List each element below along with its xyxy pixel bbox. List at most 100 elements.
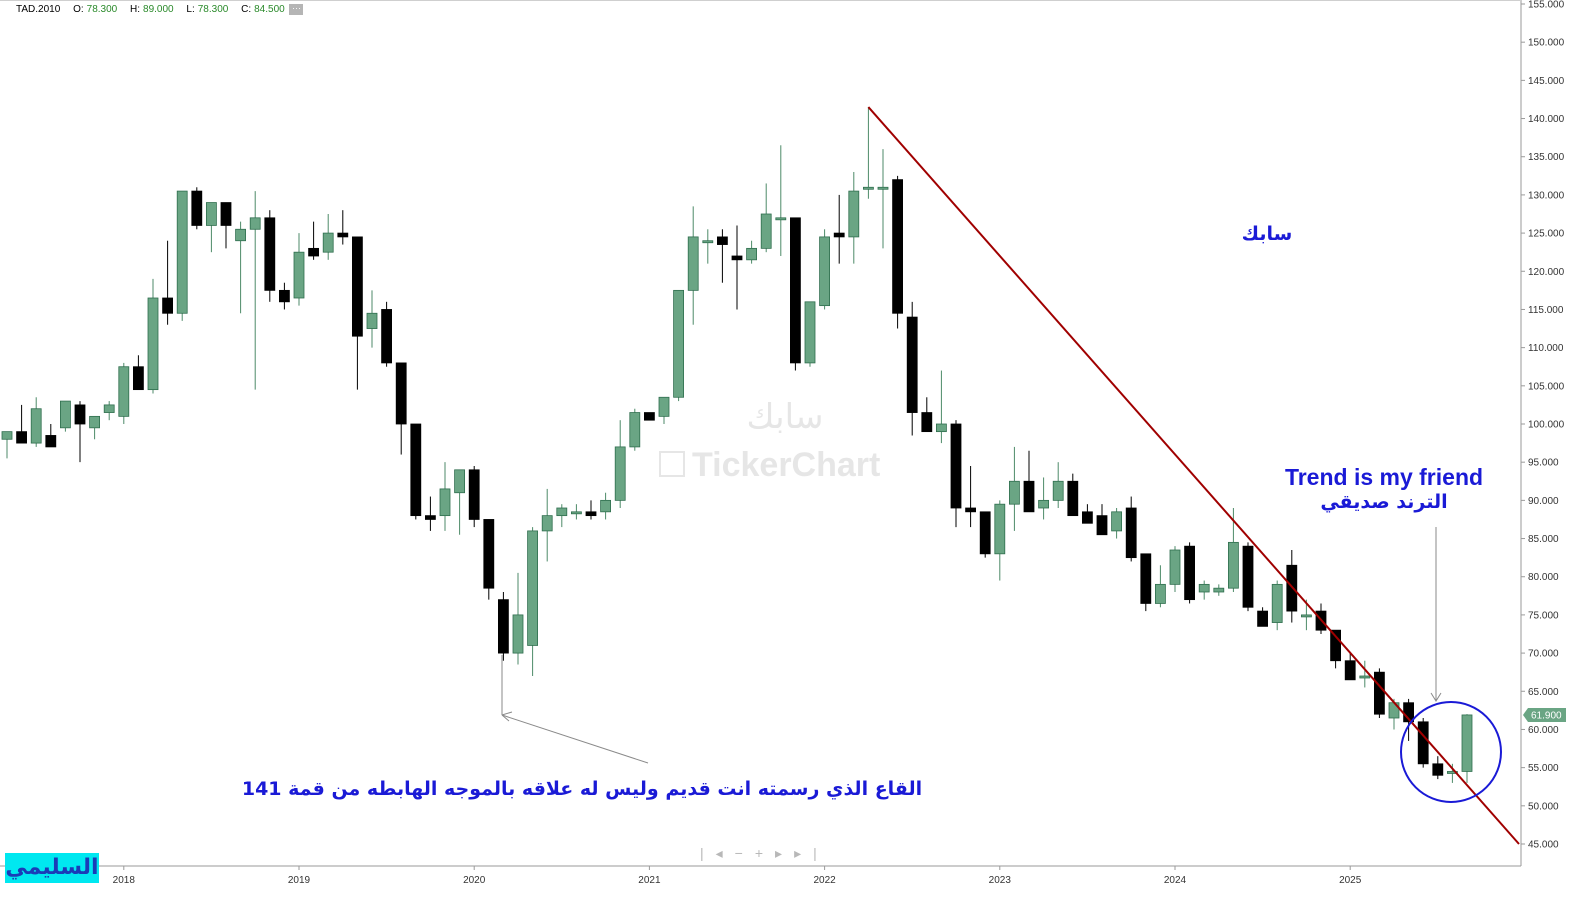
candle-body <box>775 217 787 221</box>
candle-body <box>600 499 611 513</box>
y-tick-label: 110.000 <box>1528 343 1564 354</box>
candle-body <box>644 412 655 421</box>
open-label: O: <box>73 4 84 16</box>
candle-body <box>1432 763 1444 776</box>
candle-body <box>1359 675 1371 679</box>
candle <box>89 415 100 440</box>
candle <box>1242 542 1254 612</box>
candle <box>600 492 611 520</box>
candle <box>1374 668 1385 718</box>
candle <box>760 183 772 253</box>
candle <box>1461 714 1473 783</box>
candle <box>1344 653 1356 681</box>
candle-body <box>60 400 71 429</box>
candle <box>614 420 626 508</box>
candle-body <box>308 247 320 257</box>
candle-body <box>848 190 860 238</box>
candle <box>702 229 714 264</box>
more-button[interactable]: ··· <box>289 4 304 15</box>
candle <box>1038 477 1049 520</box>
open-value: 78.300 <box>86 4 118 16</box>
candle-body <box>293 251 305 299</box>
candle <box>60 400 71 432</box>
candle <box>556 504 568 528</box>
candle-body <box>1344 660 1356 681</box>
candle-body <box>979 511 991 555</box>
last-price-tag: 61.900 <box>1523 707 1566 722</box>
candle-body <box>921 412 933 433</box>
candle <box>1023 450 1035 513</box>
y-tick-label: 80.000 <box>1528 572 1559 583</box>
candle-body <box>1330 629 1341 662</box>
candle <box>322 214 334 260</box>
y-tick-label: 45.000 <box>1528 840 1559 851</box>
candle <box>366 290 378 348</box>
candle-body <box>746 247 757 261</box>
candle <box>746 240 757 264</box>
candle-body <box>395 362 407 425</box>
candle-body <box>1 431 13 440</box>
y-tick-label: 120.000 <box>1528 267 1565 278</box>
annotation-sabic: سابك <box>1242 223 1293 245</box>
candle-body <box>702 240 714 244</box>
candle-body <box>1461 714 1473 772</box>
candle-body <box>235 228 247 242</box>
candle <box>731 225 743 310</box>
candle-body <box>1374 671 1385 715</box>
close-label: C: <box>241 4 252 16</box>
candle <box>220 202 232 249</box>
candle <box>1140 553 1152 612</box>
candle-body <box>863 186 874 190</box>
candle-body <box>439 488 451 517</box>
candle <box>819 229 830 310</box>
price-axis: 45.000 50.000 55.000 60.000 65.000 70.000 75.0… <box>1521 0 1565 851</box>
candle-body <box>1447 771 1458 774</box>
candle-body <box>1184 545 1195 601</box>
y-tick-label: 105.000 <box>1528 381 1565 392</box>
candle-body <box>74 404 86 425</box>
candle <box>1301 599 1312 631</box>
candle <box>1067 473 1079 517</box>
x-tick-label: 2019 <box>288 875 311 886</box>
candle-body <box>30 408 42 444</box>
candle-body <box>1417 721 1429 765</box>
nav-start-icon[interactable]: | <box>700 845 716 861</box>
candle <box>45 424 57 448</box>
candle-body <box>1067 480 1079 517</box>
candle <box>205 202 217 253</box>
candle-body <box>424 515 436 520</box>
candle-body <box>658 396 670 417</box>
candle <box>235 221 247 314</box>
candle <box>1257 607 1268 627</box>
watermark-logo-icon <box>659 451 685 477</box>
candle <box>264 210 276 302</box>
candle-body <box>162 297 174 314</box>
highlight-circle <box>1400 701 1502 803</box>
candle <box>1169 546 1181 592</box>
candle-body <box>1111 511 1122 532</box>
watermark-arabic: سابك <box>747 397 824 437</box>
zoom-out-icon[interactable]: − <box>734 845 755 861</box>
candle <box>439 462 451 531</box>
candle-body <box>1038 499 1049 509</box>
candle-body <box>1213 587 1225 593</box>
candle-body <box>264 217 276 291</box>
candle-body <box>965 507 976 513</box>
nav-forward-icon[interactable]: ▸ <box>775 845 795 861</box>
candle-body <box>877 186 889 190</box>
candle <box>1111 508 1122 539</box>
candle <box>687 206 699 325</box>
nav-back-icon[interactable]: ◂ <box>715 845 735 861</box>
zoom-in-icon[interactable]: + <box>754 845 776 861</box>
candle-body <box>45 435 57 448</box>
candle-body <box>322 232 334 253</box>
nav-end-icon[interactable]: ▸| <box>794 845 829 861</box>
candle <box>395 362 407 455</box>
candle <box>848 172 860 264</box>
candle <box>308 221 320 260</box>
candle <box>497 592 509 661</box>
watermark-brand: TickerChart <box>692 446 880 484</box>
candle-body <box>468 469 480 520</box>
candle <box>176 190 188 321</box>
